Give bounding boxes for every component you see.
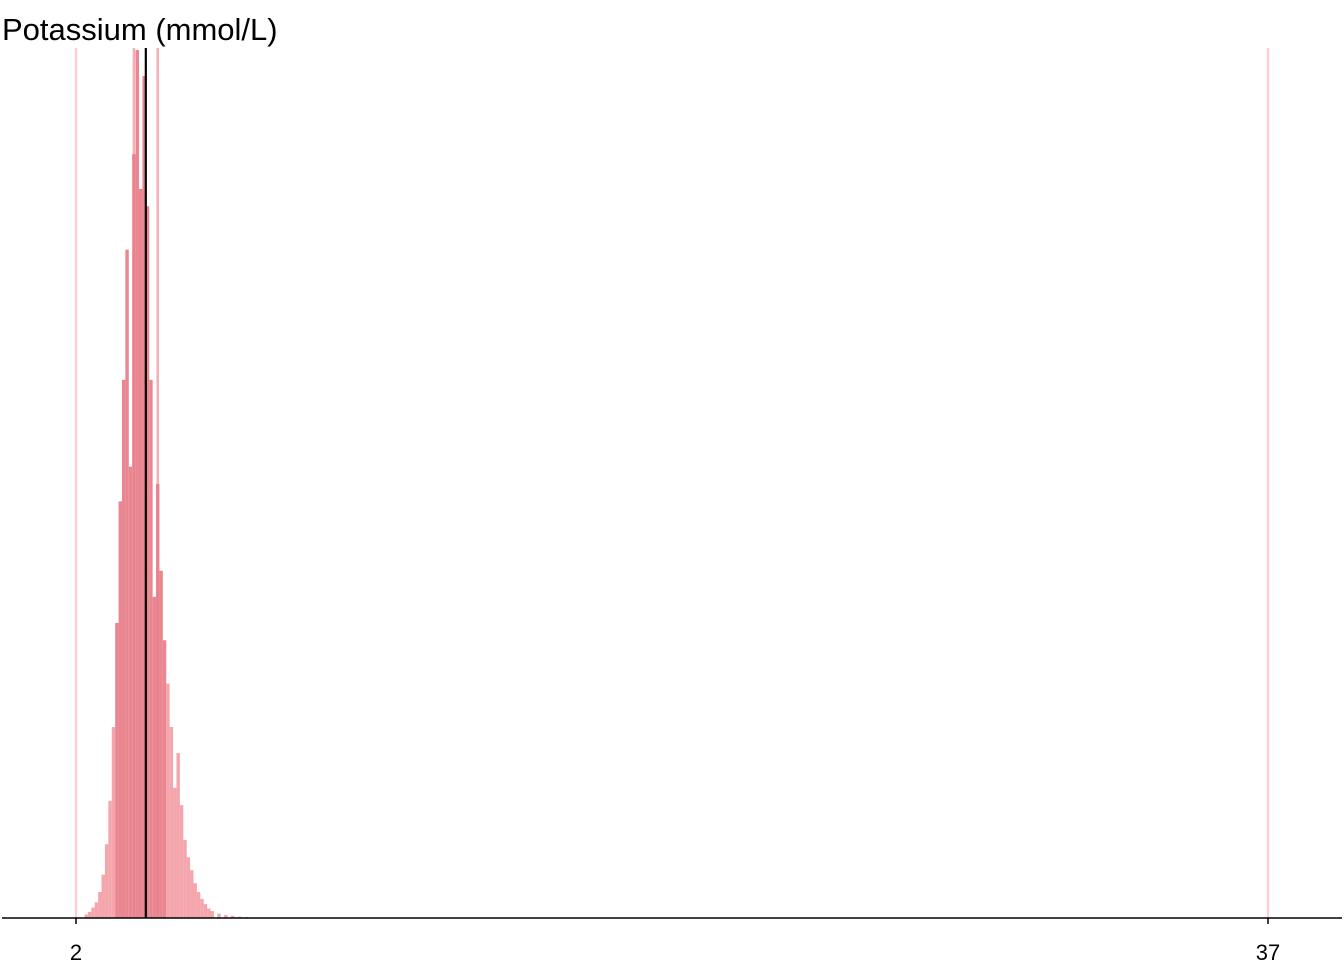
histogram-bar <box>196 891 201 918</box>
histogram-bar <box>125 249 129 918</box>
histogram-bar <box>183 839 187 918</box>
histogram-bar <box>115 622 119 918</box>
histogram-bar <box>159 570 163 918</box>
histogram-bar <box>121 379 126 919</box>
histogram-bar <box>128 466 133 918</box>
histogram-bar <box>210 911 214 918</box>
histogram-bar <box>186 857 191 918</box>
histogram-bar <box>132 154 136 918</box>
histogram-bar <box>94 902 99 918</box>
reference-lines-background <box>74 48 1270 918</box>
histogram-bar <box>166 683 170 918</box>
x-tick-label: 2 <box>70 940 82 960</box>
histogram-bar <box>156 484 160 918</box>
histogram-bar <box>104 844 109 918</box>
histogram-bar <box>169 727 174 918</box>
histogram-bar <box>230 915 235 918</box>
histogram-bar <box>207 908 211 918</box>
histogram-bar <box>118 501 122 918</box>
histogram-bar <box>203 904 208 918</box>
histogram-bar <box>87 911 92 918</box>
histogram-bar <box>149 379 153 919</box>
x-tick-label: 37 <box>1256 940 1280 960</box>
histogram-bar <box>193 883 197 918</box>
histogram-bar <box>84 914 88 918</box>
chart-title: Potassium (mmol/L) <box>2 12 278 47</box>
histogram-bars <box>84 50 255 919</box>
histogram-bar <box>173 787 177 918</box>
histogram-bar <box>111 727 116 918</box>
histogram-bar <box>152 596 157 918</box>
histogram-bar <box>145 206 150 919</box>
histogram-bar <box>98 891 102 918</box>
histogram-bar <box>135 50 140 918</box>
histogram-bar <box>162 640 167 918</box>
histogram-bar <box>217 913 221 918</box>
histogram-bar <box>101 874 105 918</box>
histogram-bar <box>179 805 184 918</box>
histogram-bar <box>176 753 180 918</box>
x-axis-ticks: 2 37 <box>70 918 1280 960</box>
histogram-bar <box>200 898 204 918</box>
histogram-bar <box>142 76 146 919</box>
histogram-bar <box>190 870 194 918</box>
histogram-bar <box>224 914 228 918</box>
histogram-bar <box>139 188 143 918</box>
histogram-bar <box>108 800 112 918</box>
histogram-bar <box>91 907 95 918</box>
